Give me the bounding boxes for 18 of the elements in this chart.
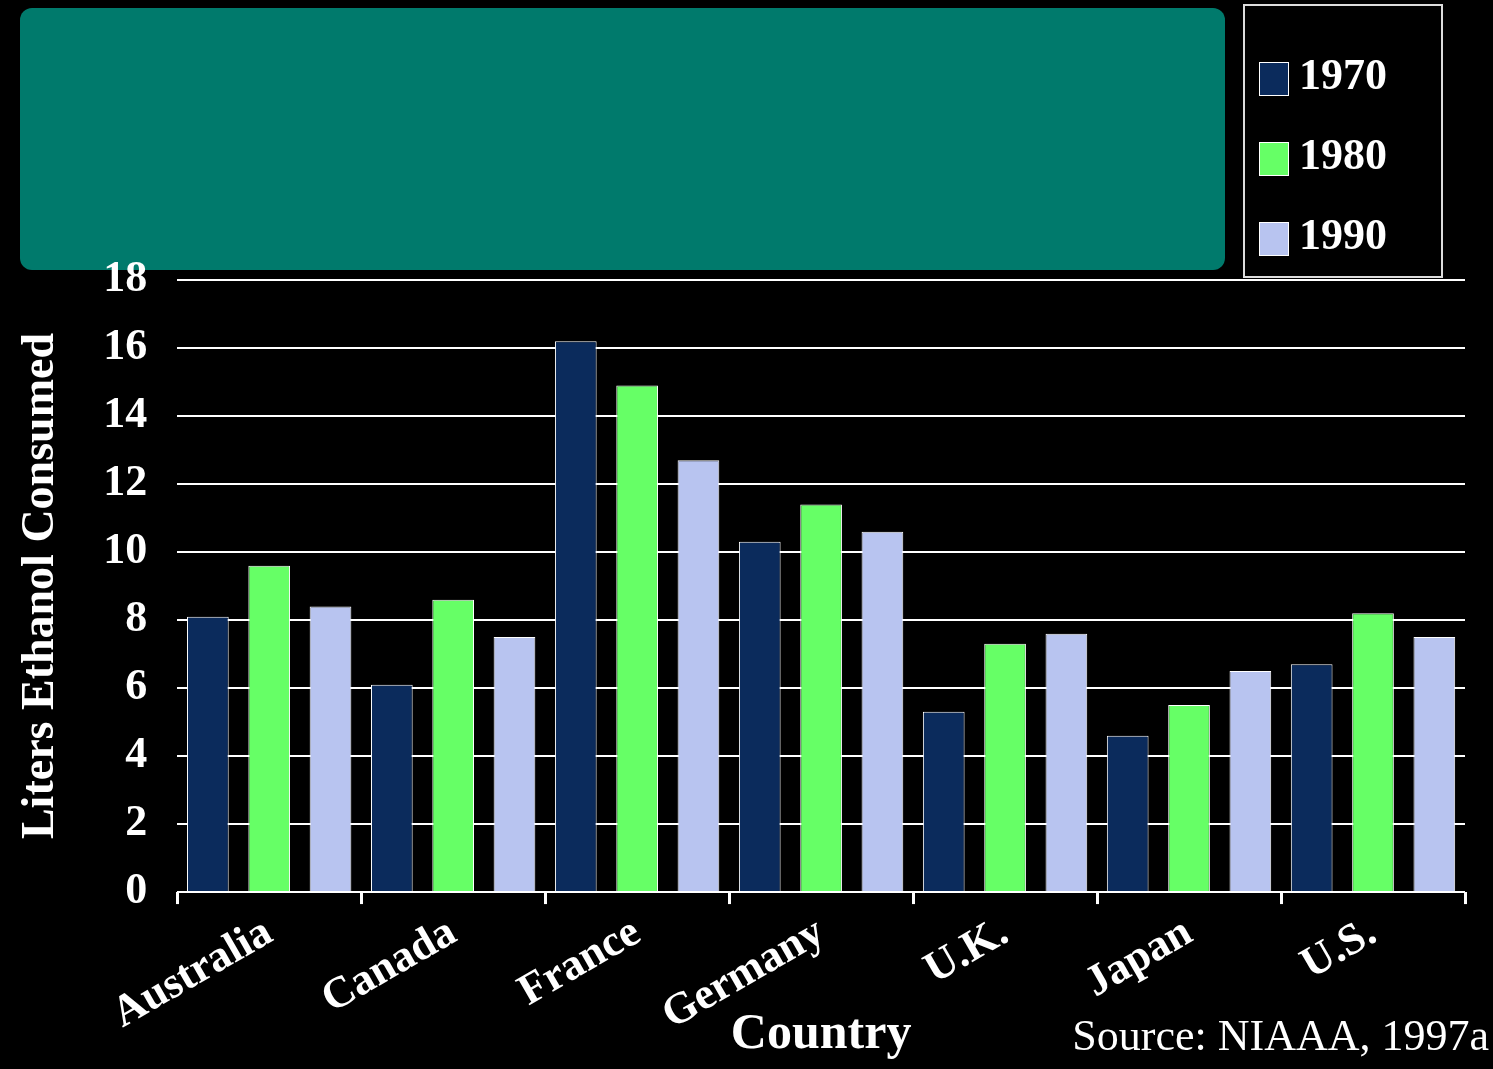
y-tick-label: 16 — [103, 320, 148, 370]
legend-label: 1990 — [1299, 209, 1387, 260]
y-tick-label: 12 — [103, 456, 148, 506]
y-tick-label: 4 — [125, 728, 148, 778]
y-tick-label: 0 — [125, 864, 148, 914]
x-tick-label: U.S. — [1291, 906, 1384, 988]
y-tick-label: 2 — [125, 796, 148, 846]
y-tick-label: 18 — [103, 252, 148, 302]
y-tick-label: 10 — [103, 524, 148, 574]
source-note: Source: NIAAA, 1997a — [1072, 1010, 1489, 1061]
y-axis-title: Liters Ethanol Consumed — [12, 332, 64, 840]
y-tick-label: 6 — [125, 660, 148, 710]
x-tick-label: Japan — [1075, 906, 1200, 1006]
y-tick-label: 8 — [125, 592, 148, 642]
legend-label: 1980 — [1299, 129, 1387, 180]
legend-label: 1970 — [1299, 49, 1387, 100]
x-tick-label: U.K. — [915, 906, 1016, 993]
y-tick-label: 14 — [103, 388, 148, 438]
